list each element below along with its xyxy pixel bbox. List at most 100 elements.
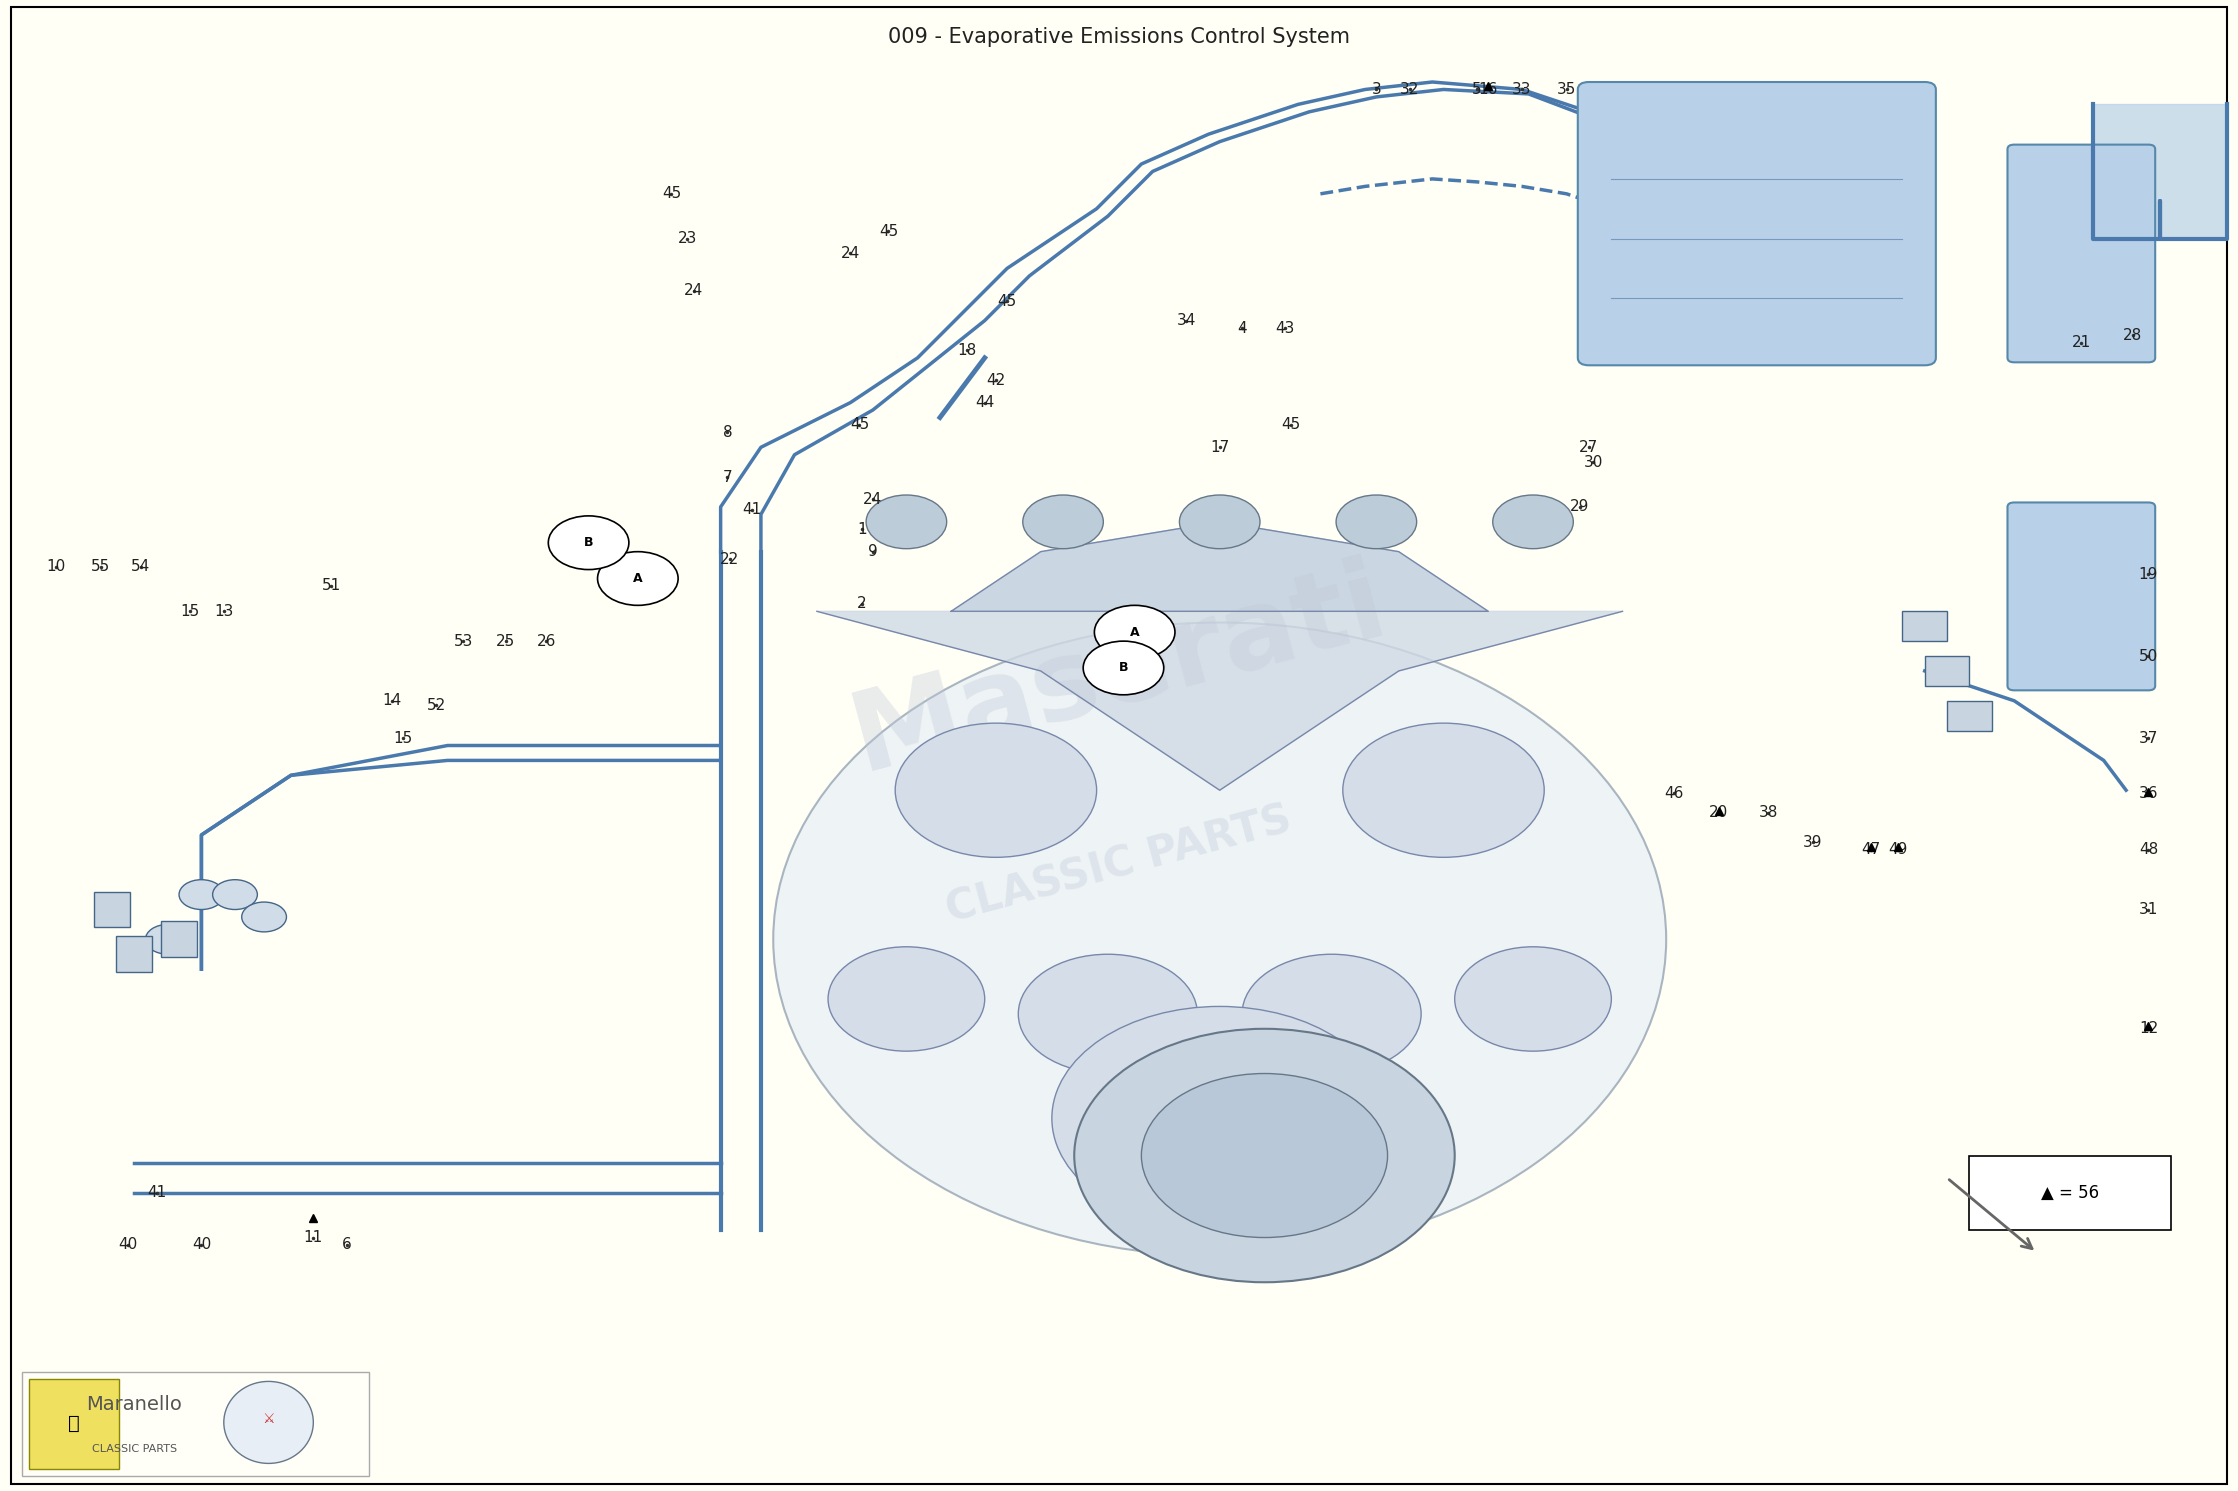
Text: 45: 45 [998,294,1016,309]
Circle shape [1179,495,1260,549]
Bar [1947,701,1992,731]
Text: 13: 13 [215,604,233,619]
Text: ▲ = 56: ▲ = 56 [2041,1184,2099,1202]
Text: 16: 16 [1479,82,1497,97]
Text: ⚔: ⚔ [262,1412,275,1427]
Text: 4: 4 [1238,321,1247,335]
Text: 41: 41 [148,1185,166,1200]
Circle shape [1493,495,1573,549]
Text: 34: 34 [1177,313,1195,328]
Circle shape [213,880,257,910]
Text: 55: 55 [92,559,110,574]
Text: 45: 45 [1282,417,1300,432]
Text: 15: 15 [181,604,199,619]
Circle shape [548,516,629,570]
Text: 40: 40 [119,1238,137,1252]
Text: 51: 51 [322,579,340,593]
Text: 6: 6 [342,1238,351,1252]
Text: 40: 40 [192,1238,210,1252]
Bar [1902,611,1947,641]
Circle shape [1023,495,1103,549]
Text: 39: 39 [1804,835,1822,850]
Text: B: B [1119,662,1128,674]
Text: 🐴: 🐴 [67,1415,81,1433]
Text: Maserati: Maserati [839,549,1399,793]
Text: 32: 32 [1401,82,1419,97]
Text: 29: 29 [1571,499,1589,514]
Text: 24: 24 [864,492,882,507]
Text: 49: 49 [1889,842,1907,857]
Circle shape [145,924,190,954]
Circle shape [895,723,1097,857]
Circle shape [242,902,286,932]
Text: 17: 17 [1211,440,1229,455]
Text: 3: 3 [1372,82,1381,97]
Text: 44: 44 [976,395,994,410]
Circle shape [1094,605,1175,659]
Text: 46: 46 [1665,786,1683,801]
Text: 41: 41 [743,502,761,517]
Text: 10: 10 [47,559,65,574]
Text: 53: 53 [454,634,472,649]
Text: 37: 37 [2140,731,2157,746]
Circle shape [1074,1029,1455,1282]
Text: 31: 31 [2140,902,2157,917]
Text: 52: 52 [427,698,445,713]
Ellipse shape [774,623,1665,1255]
Text: 35: 35 [1558,82,1576,97]
Text: 009 - Evaporative Emissions Control System: 009 - Evaporative Emissions Control Syst… [888,27,1350,48]
Circle shape [179,880,224,910]
Text: 24: 24 [685,283,703,298]
Bar [1969,1156,2171,1230]
Text: 19: 19 [2140,567,2157,581]
Ellipse shape [224,1381,313,1464]
Bar [116,936,152,972]
Text: 20: 20 [1710,805,1728,820]
Text: 15: 15 [394,731,412,746]
Text: 12: 12 [2140,1021,2157,1036]
FancyBboxPatch shape [1578,82,1936,365]
Text: 45: 45 [662,186,680,201]
Text: 5: 5 [1473,82,1482,97]
Text: Maranello: Maranello [87,1396,181,1413]
Text: 54: 54 [132,559,150,574]
Bar [161,921,197,957]
Text: CLASSIC PARTS: CLASSIC PARTS [942,798,1296,932]
Text: 27: 27 [1580,440,1598,455]
Text: 30: 30 [1585,455,1602,470]
Text: 7: 7 [723,470,732,485]
Circle shape [1083,641,1164,695]
Circle shape [1455,947,1611,1051]
Text: 45: 45 [880,224,897,239]
Text: CLASSIC PARTS: CLASSIC PARTS [92,1445,177,1454]
Circle shape [828,947,985,1051]
Text: 33: 33 [1513,82,1531,97]
Text: 21: 21 [2072,335,2090,350]
Circle shape [1141,1074,1388,1238]
Text: B: B [584,537,593,549]
Text: 43: 43 [1276,321,1294,335]
FancyBboxPatch shape [2007,145,2155,362]
Polygon shape [817,611,1623,790]
Text: 38: 38 [1759,805,1777,820]
Text: 22: 22 [721,552,739,567]
Circle shape [598,552,678,605]
Text: 50: 50 [2140,649,2157,663]
Circle shape [1052,1006,1388,1230]
Bar [22,1372,369,1476]
Polygon shape [2093,104,2227,239]
Text: 8: 8 [723,425,732,440]
Bar [29,1379,119,1469]
Circle shape [1242,954,1421,1074]
Text: 14: 14 [383,693,401,708]
Text: 2: 2 [857,596,866,611]
Text: 11: 11 [304,1230,322,1245]
Polygon shape [951,522,1488,611]
Text: A: A [1130,626,1139,638]
Circle shape [1343,723,1544,857]
Text: A: A [633,573,642,584]
Text: 1: 1 [857,522,866,537]
Text: 25: 25 [497,634,515,649]
Text: 26: 26 [537,634,555,649]
Text: 48: 48 [2140,842,2157,857]
